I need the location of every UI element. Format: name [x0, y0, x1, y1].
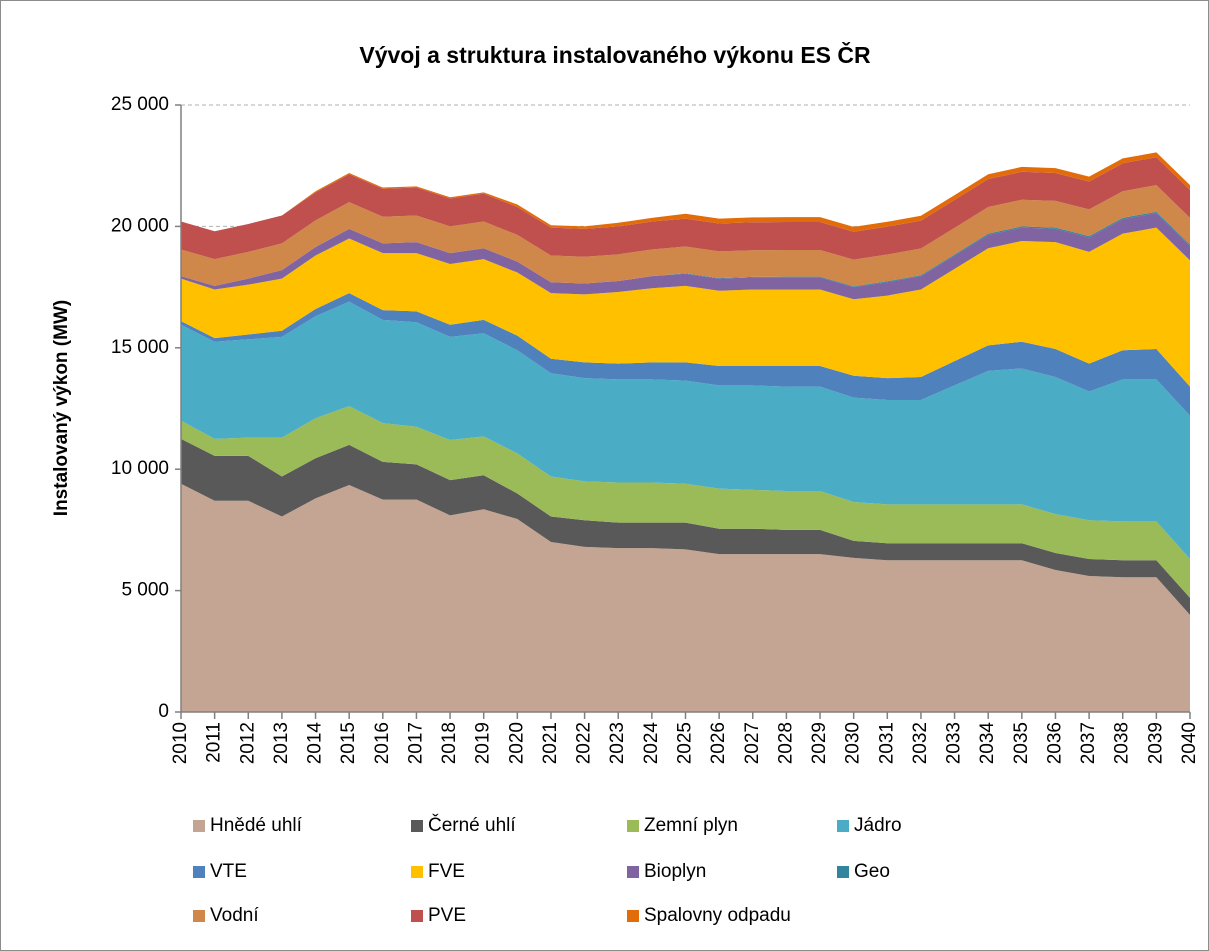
legend-swatch [627, 910, 639, 922]
x-tick-label: 2040 [1179, 722, 1200, 764]
x-tick-label: 2011 [204, 722, 225, 763]
x-tick-label: 2015 [338, 722, 359, 764]
x-tick-label: 2033 [944, 722, 965, 764]
x-tick-label: 2017 [405, 722, 426, 764]
legend-swatch [193, 866, 205, 878]
x-tick-label: 2018 [439, 722, 460, 764]
x-tick-label: 2032 [910, 722, 931, 764]
x-tick-label: 2031 [876, 722, 897, 764]
legend-label: Bioplyn [644, 861, 706, 882]
legend-swatch [193, 910, 205, 922]
x-tick-label: 2029 [809, 722, 830, 764]
x-tick-label: 2022 [574, 722, 595, 764]
area [181, 227, 1190, 387]
area [181, 152, 1190, 232]
y-tick-label: 5 000 [121, 580, 169, 601]
legend-swatch [837, 820, 849, 832]
x-tick-label: 2024 [641, 722, 662, 765]
area [181, 406, 1190, 598]
area [181, 438, 1190, 615]
x-tick-label: 2038 [1112, 722, 1133, 764]
x-tick-label: 2035 [1011, 722, 1032, 764]
legend-swatch [411, 820, 423, 832]
area [181, 213, 1190, 300]
x-tick-label: 2020 [506, 722, 527, 764]
x-tick-label: 2023 [607, 722, 628, 764]
legend-label: Černé uhlí [428, 814, 516, 836]
legend-swatch [627, 820, 639, 832]
legend-label: Zemní plyn [644, 815, 738, 836]
y-tick-label: 15 000 [111, 337, 169, 358]
area [181, 157, 1190, 260]
y-tick-label: 25 000 [111, 94, 169, 115]
x-tick-label: 2014 [305, 722, 326, 765]
y-tick-label: 20 000 [111, 215, 169, 236]
legend-label: Vodní [210, 905, 259, 926]
x-tick-label: 2039 [1145, 722, 1166, 764]
legend-label: FVE [428, 861, 465, 882]
x-tick-label: 2027 [742, 722, 763, 764]
x-tick-label: 2013 [271, 722, 292, 764]
legend-swatch [411, 910, 423, 922]
x-tick-label: 2010 [170, 722, 191, 764]
legend-swatch [411, 866, 423, 878]
area [181, 293, 1190, 416]
x-tick-label: 2019 [473, 722, 494, 764]
x-tick-label: 2028 [775, 722, 796, 764]
x-tick-label: 2030 [843, 722, 864, 764]
x-tick-label: 2012 [237, 722, 258, 764]
legend-swatch [837, 866, 849, 878]
legend-swatch [193, 820, 205, 832]
legend-label: Geo [854, 861, 890, 882]
x-tick-label: 2037 [1078, 722, 1099, 764]
area [181, 483, 1190, 712]
legend-label: Spalovny odpadu [644, 905, 791, 926]
y-tick-label: 10 000 [111, 458, 169, 479]
legend-label: VTE [210, 861, 247, 882]
x-tick-label: 2036 [1044, 722, 1065, 764]
legend: Hnědé uhlí Černé uhlí Zemní plyn Jádro VTE FV… [193, 814, 902, 926]
legend-swatch [627, 866, 639, 878]
legend-label: PVE [428, 905, 466, 926]
areas [181, 152, 1190, 712]
x-tick-label: 2026 [708, 722, 729, 764]
x-tick-label: 2016 [372, 722, 393, 764]
legend-label: Hnědé uhlí [210, 815, 303, 836]
chart-title: Vývoj a struktura instalovaného výkonu E… [359, 41, 871, 68]
y-axis-label: Instalovaný výkon (MW) [51, 300, 72, 516]
axes: 0 5 000 10 000 15 000 20 000 25 000 2010 2011 20… [111, 94, 1200, 764]
area [181, 185, 1190, 287]
y-tick-label: 0 [158, 701, 169, 722]
x-tick-label: 2025 [675, 722, 696, 764]
x-tick-label: 2021 [540, 722, 561, 764]
legend-label: Jádro [854, 815, 902, 836]
x-tick-label: 2034 [977, 722, 998, 765]
area [181, 301, 1190, 560]
